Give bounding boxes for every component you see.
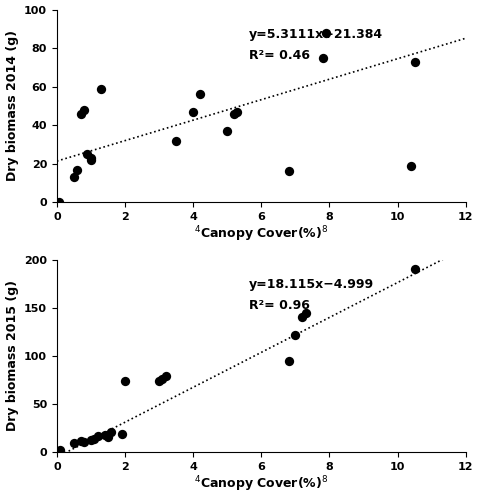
- Point: [80, 106, 88, 114]
- Y-axis label: Dry biomass 2015 (g): Dry biomass 2015 (g): [6, 280, 19, 432]
- Point: [70, 438, 78, 446]
- Y-axis label: Dry biomass 2014 (g): Dry biomass 2014 (g): [6, 30, 19, 182]
- Point: [285, 168, 292, 175]
- Point: [104, 433, 112, 441]
- Point: [91, 435, 98, 443]
- Point: [121, 377, 129, 385]
- Text: R²= 0.96: R²= 0.96: [249, 300, 310, 312]
- Point: [94, 432, 102, 440]
- X-axis label: $^4$Canopy $\mathbf{C}$over(%)$^8$: $^4$Canopy $\mathbf{C}$over(%)$^8$: [194, 475, 329, 494]
- Point: [155, 377, 163, 385]
- Point: [87, 154, 95, 162]
- Point: [162, 372, 170, 380]
- Point: [411, 58, 419, 66]
- Point: [319, 54, 326, 62]
- Point: [70, 174, 78, 182]
- Point: [411, 265, 419, 273]
- Point: [407, 162, 415, 170]
- Point: [107, 428, 115, 436]
- Point: [302, 308, 309, 316]
- Point: [189, 108, 197, 116]
- Point: [84, 150, 91, 158]
- Point: [285, 357, 292, 365]
- Point: [55, 198, 62, 206]
- Point: [77, 437, 84, 445]
- Point: [223, 127, 231, 135]
- Point: [87, 156, 95, 164]
- Point: [57, 446, 64, 454]
- Point: [118, 430, 125, 438]
- Point: [73, 166, 81, 173]
- X-axis label: $^4$Canopy $\mathbf{C}$over(%)$^8$: $^4$Canopy $\mathbf{C}$over(%)$^8$: [194, 225, 329, 244]
- Text: y=18.115x−4.999: y=18.115x−4.999: [249, 278, 374, 291]
- Point: [97, 84, 105, 92]
- Point: [292, 330, 299, 338]
- Text: R²= 0.46: R²= 0.46: [249, 50, 310, 62]
- Point: [77, 110, 84, 118]
- Point: [234, 108, 241, 116]
- Point: [159, 375, 166, 383]
- Point: [196, 90, 204, 98]
- Point: [298, 314, 306, 322]
- Point: [322, 28, 330, 36]
- Text: y=5.3111x+21.384: y=5.3111x+21.384: [249, 28, 383, 41]
- Point: [80, 438, 88, 446]
- Point: [87, 436, 95, 444]
- Point: [101, 431, 108, 439]
- Point: [230, 110, 238, 118]
- Point: [172, 136, 180, 144]
